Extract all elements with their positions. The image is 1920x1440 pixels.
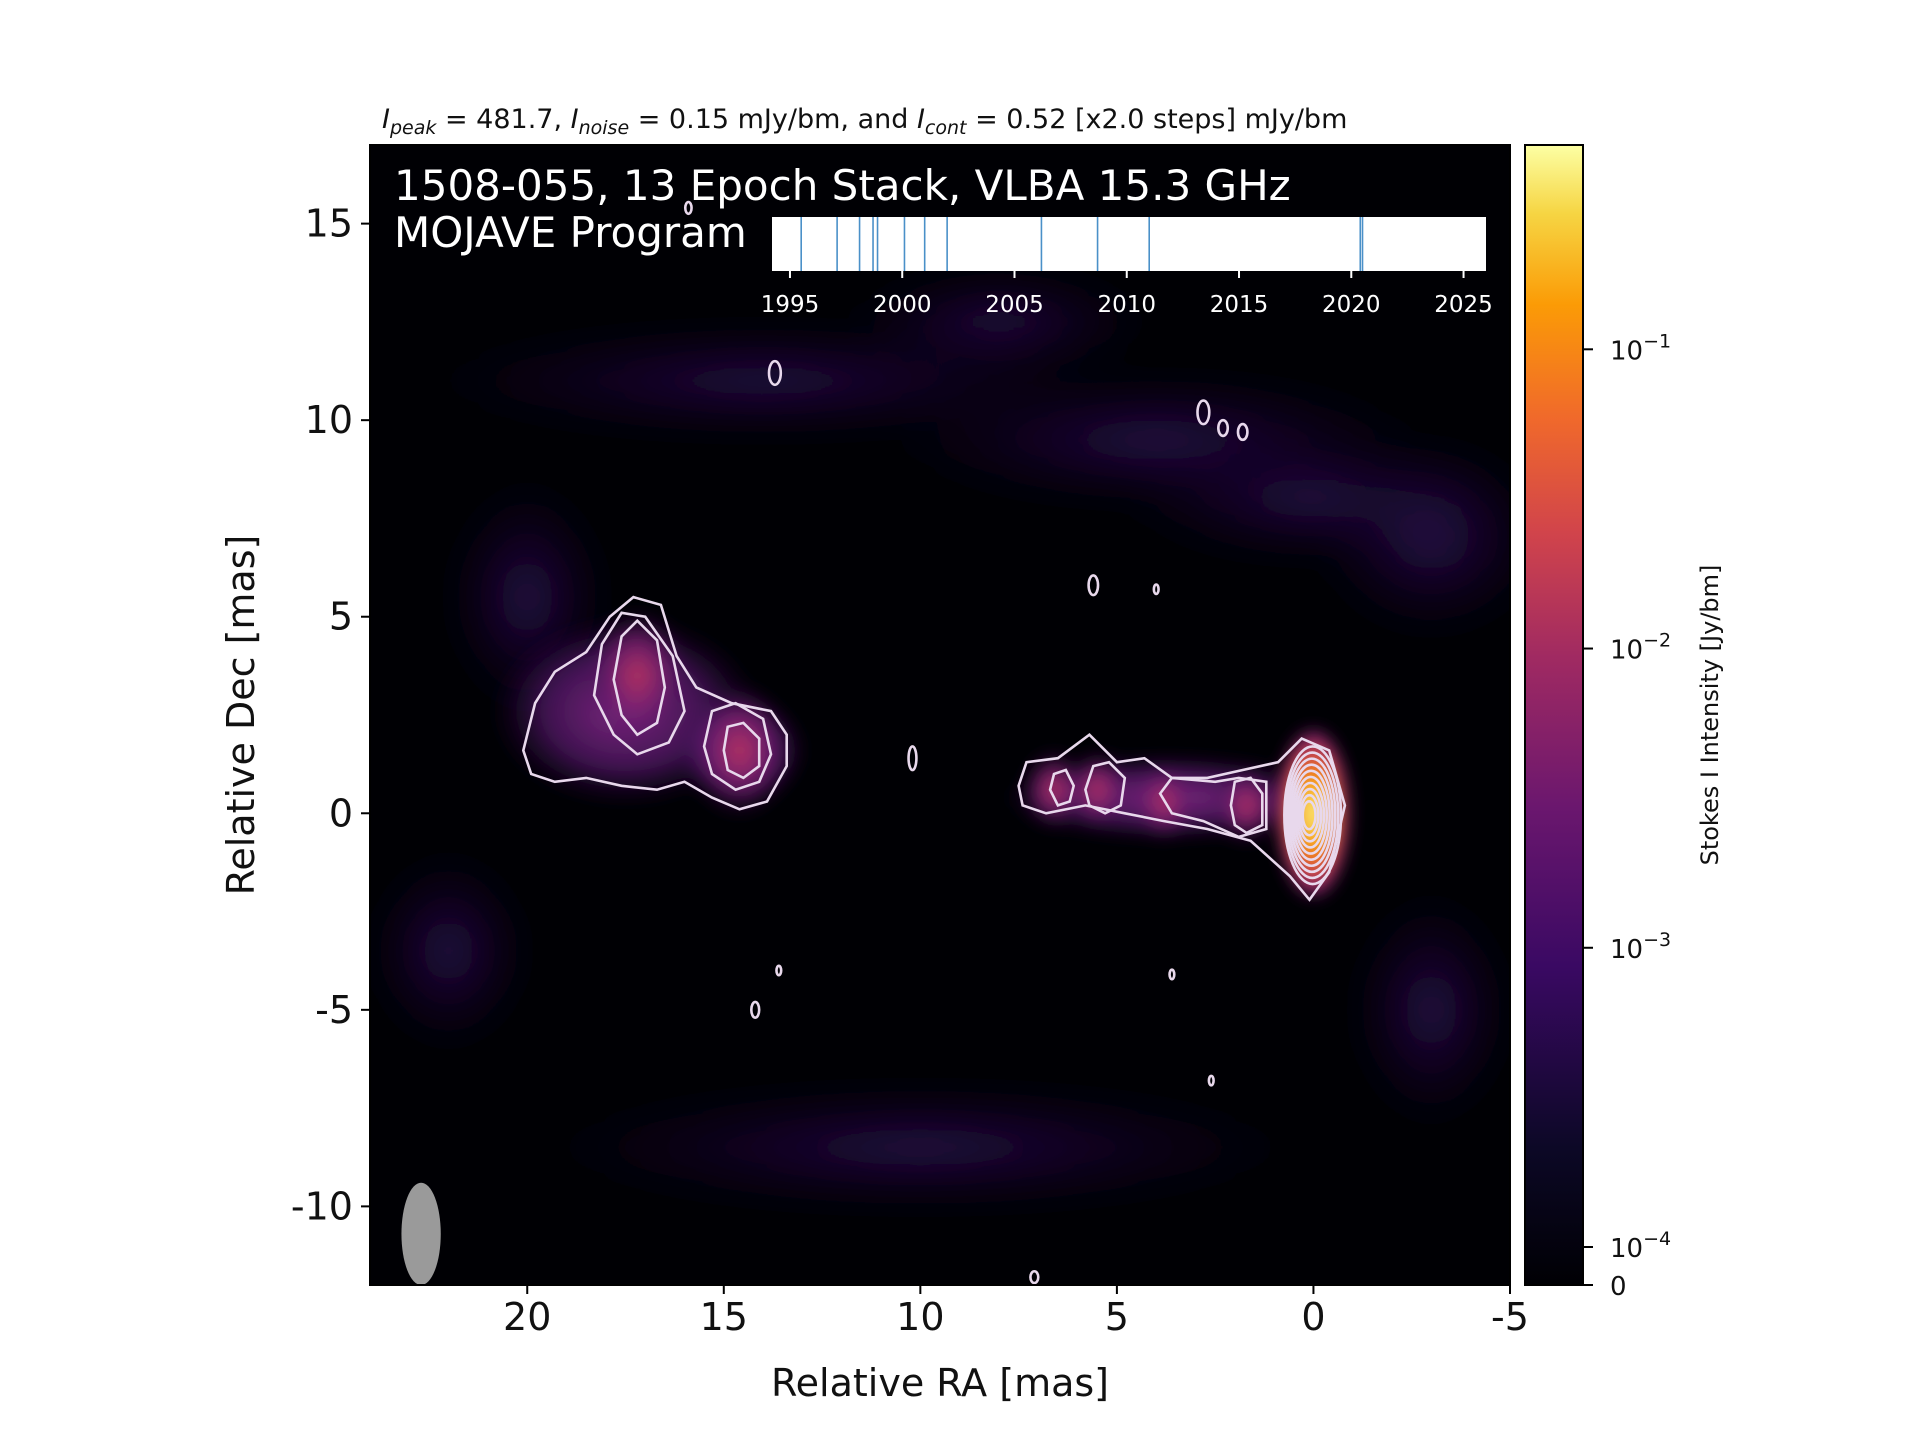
noise-symbol: I: [571, 104, 579, 135]
knot-emission: [688, 683, 791, 818]
plot-frame: [369, 144, 1511, 1286]
timeline-box: [772, 217, 1486, 271]
faint-emission-patch: [370, 852, 528, 1050]
y-tick-label: 5: [329, 595, 353, 639]
epoch-markers: [800, 217, 1364, 271]
y-axis-ticks: 15 10 5 0 -5 -10: [291, 202, 370, 1228]
y-tick-label: -5: [315, 988, 353, 1032]
noise-contour: [1207, 1074, 1215, 1087]
x-tick-label: 15: [700, 1295, 748, 1339]
colorbar-tick-label: 10−2: [1610, 630, 1671, 666]
noise-contour: [1087, 574, 1100, 597]
noise-contour: [767, 359, 783, 387]
core-contour: [1289, 763, 1334, 868]
core-contour: [1291, 769, 1331, 861]
y-tick-label: 15: [305, 202, 353, 246]
x-axis-ticks: 20 15 10 5 0 -5: [503, 1285, 1529, 1339]
peak-subscript: peak: [389, 117, 437, 139]
colorbar-tick-label: 10−4: [1610, 1228, 1671, 1264]
cont-value: = 0.52 [x2.0 steps] mJy/bm: [966, 104, 1347, 135]
noise-contour: [1029, 1269, 1040, 1285]
y-tick-label: 0: [329, 791, 353, 835]
plot-subtitle: MOJAVE Program: [394, 208, 747, 257]
timeline-tick-label: 2000: [873, 292, 932, 318]
core-contour: [1293, 775, 1329, 855]
timeline-tick-label: 2015: [1210, 292, 1269, 318]
faint-emission-patch: [841, 274, 1157, 370]
timeline-ticks: 1995 2000 2005 2010 2015 2020 2025: [761, 271, 1493, 318]
x-tick-label: 10: [896, 1295, 944, 1339]
contour-level: [612, 618, 667, 737]
x-axis-label: Relative RA [mas]: [771, 1361, 1109, 1405]
x-tick-label: -5: [1491, 1295, 1529, 1339]
noise-contour: [1236, 422, 1249, 442]
noise-contour: [1196, 399, 1211, 426]
core-contour: [1295, 781, 1326, 849]
noise-contour: [1168, 968, 1176, 981]
colorbar-tick-label: 10−3: [1610, 929, 1671, 965]
x-tick-label: 5: [1105, 1295, 1129, 1339]
beam-ellipse: [401, 1182, 441, 1285]
y-tick-label: 10: [305, 398, 353, 442]
noise-contour: [1152, 583, 1160, 596]
contour-level: [1048, 768, 1076, 807]
epoch-timeline: 1995 2000 2005 2010 2015 2020 2025: [761, 217, 1493, 318]
timeline-tick-label: 2025: [1434, 292, 1493, 318]
faint-emission-patch: [1352, 891, 1510, 1128]
cont-subscript: cont: [925, 117, 968, 139]
noise-contour: [907, 745, 918, 772]
core-contour: [1297, 787, 1323, 843]
contour-level: [1158, 776, 1268, 839]
x-tick-label: 20: [503, 1295, 551, 1339]
core-contour: [1283, 745, 1343, 886]
intensity-map: [370, 145, 1510, 1285]
colorbar-tick-label: 10−1: [1610, 330, 1671, 366]
timeline-tick-label: 2020: [1322, 292, 1381, 318]
noise-contour: [683, 200, 693, 216]
contour-level: [1229, 776, 1264, 835]
peak-symbol: I: [382, 104, 390, 135]
y-tick-label: -10: [291, 1184, 353, 1228]
core-contour: [1285, 751, 1340, 880]
contour-level: [592, 611, 686, 756]
y-axis-label: Relative Dec [mas]: [219, 535, 263, 896]
colorbar-tick-label: 0: [1610, 1272, 1627, 1302]
noise-contour: [775, 964, 783, 977]
colorbar-ticks: 10−1 10−2 10−3 10−4 0: [1583, 330, 1671, 1302]
noise-contour: [750, 1000, 761, 1019]
timeline-tick-label: 1995: [761, 292, 820, 318]
colorbar-label: Stokes I Intensity [Jy/bm]: [1696, 565, 1724, 866]
plot-title: 1508-055, 13 Epoch Stack, VLBA 15.3 GHz: [394, 161, 1291, 210]
stats-note: Ipeak = 481.7, Inoise = 0.15 mJy/bm, and…: [382, 104, 1347, 139]
core-contour: [1299, 793, 1320, 837]
contour-lines: [521, 200, 1347, 1285]
core-contour: [1287, 757, 1337, 874]
contour-level: [722, 721, 761, 780]
faint-emission-patch: [1313, 439, 1510, 637]
core-contour: [1301, 799, 1317, 831]
contour-level: [521, 595, 788, 811]
timeline-tick-label: 2005: [985, 292, 1044, 318]
noise-value: = 0.15 mJy/bm, and: [629, 104, 917, 135]
timeline-tick-label: 2010: [1097, 292, 1156, 318]
cont-symbol: I: [917, 104, 925, 135]
noise-contour: [1217, 418, 1230, 438]
contour-level: [1084, 760, 1127, 815]
peak-value: = 481.7,: [436, 104, 570, 135]
contour-level: [702, 701, 773, 792]
faint-emission-patch: [527, 1088, 1314, 1207]
noise-subscript: noise: [579, 117, 630, 139]
x-tick-label: 0: [1301, 1295, 1325, 1339]
colorbar: [1524, 144, 1584, 1286]
